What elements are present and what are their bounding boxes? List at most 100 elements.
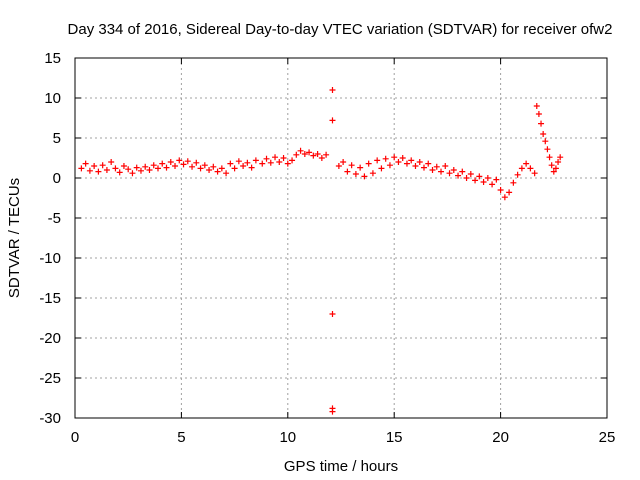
data-point [438,168,445,175]
data-point [374,157,381,164]
data-point [133,164,140,171]
data-point [476,173,483,180]
x-tick-label: 10 [279,429,296,446]
data-point [223,170,230,177]
data-point [340,159,347,165]
chart-title: Day 334 of 2016, Sidereal Day-to-day VTE… [68,21,613,38]
data-point [142,163,149,170]
data-point [125,166,132,173]
data-point [352,171,359,177]
y-tick-label: -20 [39,330,61,347]
data-point [557,154,564,161]
data-point [99,162,106,169]
data-point [555,159,562,165]
data-point [267,159,274,166]
data-point [91,163,98,169]
data-point [546,154,553,161]
data-point [538,120,545,127]
y-tick-label: -5 [48,210,61,227]
data-point [210,163,217,170]
data-point [214,168,221,175]
data-point [329,87,336,93]
data-point [184,158,191,165]
data-point [420,164,427,171]
data-point [86,167,93,174]
data-point [550,168,557,175]
data-point [227,160,234,167]
data-point [425,160,432,167]
data-point [95,168,102,175]
data-point [493,176,500,183]
y-tick-label: 10 [44,90,61,107]
data-point [523,160,530,167]
data-point [361,173,368,180]
data-point [455,172,462,179]
x-tick-label: 20 [492,429,509,446]
data-point [489,181,496,188]
data-point [378,165,385,172]
data-point [116,169,123,176]
data-point [531,170,538,177]
data-point [467,171,474,177]
data-point [329,408,336,415]
y-tick-label: -10 [39,250,61,267]
data-point [306,149,313,156]
data-point [82,160,89,167]
data-point [382,155,389,162]
y-tick-label: 15 [44,50,61,67]
data-point [137,167,144,174]
data-point [480,179,487,185]
data-point [552,165,559,172]
data-point [310,152,317,159]
data-point [103,167,110,173]
data-point [280,155,287,161]
data-point [318,155,325,161]
data-point [403,160,410,167]
data-point [463,175,470,181]
data-point [189,163,196,170]
data-point [272,154,279,161]
data-point [252,157,259,164]
data-point [193,159,200,166]
data-point [146,167,153,173]
data-point [446,170,453,177]
data-point [357,164,364,171]
y-tick-label: -25 [39,370,61,387]
data-point [297,147,304,154]
data-point [154,165,161,172]
data-point [284,160,291,167]
data-points [78,87,564,415]
data-point [433,163,440,170]
data-point [259,160,266,167]
x-axis-label: GPS time / hours [284,458,398,475]
data-point [408,157,415,164]
data-point [442,163,449,169]
data-point [231,165,238,172]
data-point [112,165,119,172]
data-point [323,151,330,158]
data-point [472,177,479,184]
data-point [314,151,321,157]
data-point [348,162,355,169]
axis-ticks: 0 5 10 15 20 25 15 10 5 0 -5 -10 -15 -20 -25 -30 [39,50,615,446]
data-point [176,157,183,164]
y-tick-label: 0 [53,170,61,187]
data-point [108,159,115,165]
plot-frame [74,57,608,419]
data-point [329,311,336,317]
data-point [344,168,351,175]
data-point [276,159,283,165]
data-point [120,163,127,169]
x-tick-label: 5 [177,429,185,446]
data-point [248,164,255,171]
y-axis-label: SDTVAR / TECUs [6,178,23,298]
y-tick-label: -15 [39,290,61,307]
data-point [506,189,513,196]
data-point [544,146,551,153]
data-point [218,165,225,172]
data-point [459,168,466,175]
data-point [429,167,436,173]
data-point [518,165,525,172]
data-point [416,159,423,165]
